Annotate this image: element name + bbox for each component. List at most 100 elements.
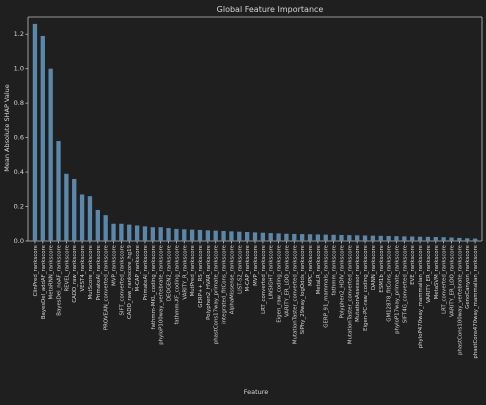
x-tick-label: CADD_raw_rankscore_hg19 [127, 244, 133, 319]
x-tick-label: SiPhy_29way_logOdds_rankscore [300, 244, 306, 334]
x-tick-label: VARITY_ER_LOO_rankscore [449, 244, 455, 317]
x-tick-label: phastCons100way_vertebrate_rankscore [457, 244, 463, 355]
bar [182, 229, 187, 241]
x-tick-label: MutationTaster_converted_rankscore [292, 244, 298, 344]
x-tick-label: PrimateAI_rankscore [143, 244, 149, 300]
x-tick-label: MVP_rankscore [253, 244, 259, 286]
x-tick-label: VEST4_rankscore [80, 244, 86, 291]
x-axis-label: Feature [244, 388, 269, 396]
x-tick-label: integrated_fitCons_rankscore [222, 244, 228, 324]
bar [174, 228, 179, 241]
x-tick-label: phyloP470way_mammalian_rankscore [418, 244, 424, 348]
bar [189, 229, 195, 241]
bar [197, 229, 203, 241]
bar [370, 235, 376, 241]
x-tick-label: MutationAssessor_rankscore [355, 244, 361, 321]
x-tick-label: MPC_rankscore [308, 244, 314, 286]
bar [402, 236, 407, 241]
x-tick-label: MetaSVM_rankscore [434, 244, 440, 299]
y-tick-label: 0.0 [14, 237, 24, 245]
x-tick-label: MetaLR_rankscore [316, 244, 322, 294]
bar [205, 230, 211, 241]
x-tick-label: fathmm-MKL_coding_rankscore [151, 244, 157, 329]
bar [299, 234, 305, 241]
x-tick-label: CADD_raw_rankscore [72, 244, 78, 302]
bar [127, 224, 132, 241]
bar [465, 238, 470, 241]
x-tick-label: ESM1b_rankscore [379, 244, 385, 292]
y-tick-label: 0.8 [14, 99, 24, 107]
bar [472, 238, 478, 241]
bar [378, 235, 383, 241]
bar [410, 236, 415, 241]
bar [355, 235, 360, 241]
x-tick-label: MetaRNN_rankscore [49, 244, 55, 299]
x-tick-label: GM12878_fitCons_rankscore [387, 244, 393, 321]
bar [134, 225, 140, 241]
bar [142, 226, 148, 241]
x-tick-label: AlphaMissense_rankscore [229, 244, 235, 314]
x-tick-label: MVP_rankscore [112, 244, 118, 286]
bar [260, 232, 266, 241]
bar [449, 237, 454, 241]
bar [268, 233, 273, 241]
x-tick-label: LIST-S2_rankscore [237, 244, 243, 294]
x-tick-label: Polyphen2_HVAR_rankscore [206, 244, 212, 319]
y-tick-label: 0.4 [14, 168, 24, 176]
x-tick-label: MutationTaster_converted_rankscore [347, 244, 353, 344]
bar [315, 234, 321, 241]
y-tick-label: 1.2 [14, 30, 24, 38]
x-tick-label: phyloP17way_primate_rankscore [394, 244, 400, 334]
x-tick-label: LRT_converted_rankscore [261, 244, 267, 314]
bar [79, 194, 85, 241]
bar [40, 35, 45, 242]
x-tick-label: MutPred_rankscore [190, 244, 196, 296]
x-tick-label: phyloP100way_vertebrate_rankscore [159, 244, 165, 344]
x-tick-label: MutScore_rankscore [88, 244, 94, 299]
bar [229, 231, 234, 241]
bar [362, 235, 368, 241]
x-axis: ClinPred_rankscore BayesDel_addAF_ranksco… [33, 241, 479, 359]
bars [32, 23, 478, 242]
x-tick-label: LINSIGHT_rankscore [269, 244, 275, 299]
bar [72, 178, 77, 241]
x-tick-label: VARITY_R_rankscore [182, 244, 188, 299]
bar [48, 68, 53, 241]
bar [64, 173, 69, 241]
bar [111, 223, 116, 241]
bar [457, 237, 462, 241]
y-tick-label: 0.6 [14, 134, 24, 142]
bar [433, 237, 438, 241]
x-tick-label: BayesDel_addAF_rankscore [41, 244, 47, 319]
x-tick-label: VARITY_ER_rankscore [426, 244, 432, 303]
chart-title: Global Feature Importance [217, 5, 324, 14]
x-tick-label: phastCons470way_mammalian_rankscore [473, 244, 479, 358]
bar [347, 235, 352, 241]
x-tick-label: GERP_91_mammals_rankscore [324, 244, 330, 327]
x-tick-label: M-CAP_rankscore [245, 244, 251, 291]
x-tick-label: fathmm_rankscore [332, 244, 338, 295]
x-tick-label: SIFT_converted_rankscore [119, 244, 125, 315]
bar [244, 232, 250, 241]
bar [276, 233, 281, 241]
x-tick-label: EVE_rankscore [410, 244, 416, 284]
x-tick-label: SIFT4G_converted_rankscore [402, 244, 408, 323]
y-axis-label: Mean Absolute SHAP Value [3, 84, 11, 172]
bar [284, 233, 289, 241]
x-tick-label: PROVEAN_converted_rankscore [104, 244, 110, 330]
bar [119, 223, 124, 241]
bar [221, 231, 226, 241]
x-tick-label: M-CAP_rankscore [135, 244, 141, 291]
bar [307, 234, 313, 241]
bar [87, 196, 93, 241]
bar [425, 236, 431, 241]
bar [95, 209, 100, 241]
x-tick-label: Eigen_raw_coding_rankscore [277, 244, 283, 322]
bar [292, 233, 297, 241]
x-tick-label: fathmm-XF_coding_rankscore [174, 244, 180, 324]
x-tick-label: GERP++_RS_rankscore [198, 244, 204, 307]
x-tick-label: VARITY_ER_LOO_rankscore [284, 244, 290, 317]
bar [237, 231, 242, 241]
bar [252, 232, 258, 241]
